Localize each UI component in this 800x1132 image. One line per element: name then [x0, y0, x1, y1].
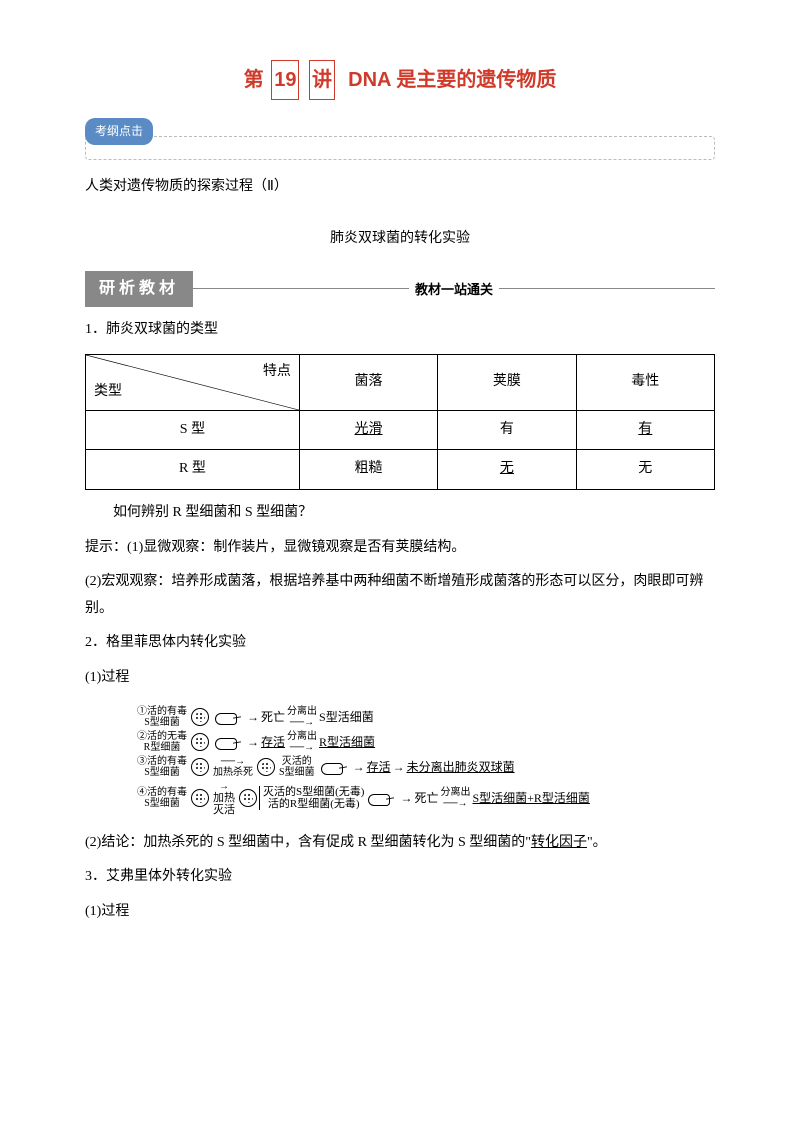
bacteria-icon — [191, 758, 209, 776]
cell: 无 — [576, 450, 714, 490]
table-h-trait: 特点 — [263, 359, 291, 386]
d-text: 灭活的 — [282, 756, 312, 767]
d-text: R型活细菌 — [319, 733, 375, 751]
mouse-icon — [213, 709, 243, 725]
table-col-2: 毒性 — [576, 354, 714, 410]
conclusion-pre: (2)结论：加热杀死的 S 型细菌中，含有促成 R 型细菌转化为 S 型细菌的" — [85, 835, 531, 850]
answer-1a: 提示：(1)显微观察：制作装片，显微镜观察是否有荚膜结构。 — [85, 535, 715, 562]
d-text: S型细菌 — [279, 767, 315, 778]
bacteria-icon — [257, 758, 275, 776]
mouse-icon — [213, 734, 243, 750]
title-text: DNA 是主要的遗传物质 — [348, 69, 556, 91]
bacteria-table: 类型 特点 菌落 荚膜 毒性 S 型 光滑 有 有 R 型 粗糙 无 无 — [85, 354, 715, 490]
answer-1b: (2)宏观观察：培养形成菌落，根据培养基中两种细菌不断增殖形成菌落的形态可以区分… — [85, 569, 715, 622]
row-type: S 型 — [86, 410, 300, 450]
table-row: S 型 光滑 有 有 — [86, 410, 715, 450]
outline-tag: 考纲点击 — [85, 118, 153, 145]
d-label: ③活的有毒 — [137, 756, 187, 767]
section-header-mid: 教材一站通关 — [409, 278, 499, 303]
arrow-icon: → — [393, 758, 405, 776]
bacteria-icon — [191, 733, 209, 751]
bacteria-icon — [239, 789, 257, 807]
table-row: R 型 粗糙 无 无 — [86, 450, 715, 490]
d-label: ①活的有毒 — [137, 706, 187, 717]
section-1: 1．肺炎双球菌的类型 — [85, 317, 715, 344]
page-title: 第 19 讲 DNA 是主要的遗传物质 — [85, 60, 715, 100]
mix-brace: 灭活的S型细菌(无毒) 活的R型细菌(无毒) — [259, 786, 364, 810]
d-text: 灭活 — [213, 804, 235, 816]
tag-row: 考纲点击 — [85, 118, 715, 146]
bacteria-icon — [191, 708, 209, 726]
d-label: S型细菌 — [144, 767, 180, 778]
cell-val: 光滑 — [355, 422, 383, 437]
experiment-diagram: ①活的有毒S型细菌 → 死亡 分离出──→ S型活细菌 ②活的无毒R型细菌 → … — [135, 706, 715, 816]
outline-text: 人类对遗传物质的探索过程（Ⅱ） — [85, 174, 715, 201]
d-label: R型细菌 — [144, 742, 181, 753]
arrow-icon: → — [400, 789, 412, 807]
d-text: 灭活的S型细菌(无毒) — [263, 786, 364, 798]
bacteria-icon — [191, 789, 209, 807]
d-text: 加热 — [213, 792, 235, 804]
cell-val: 无 — [500, 461, 514, 476]
d-label: ②活的无毒 — [137, 731, 187, 742]
section-header-left: 研析教材 — [85, 271, 193, 307]
table-corner: 类型 特点 — [86, 354, 300, 410]
section-2b: (2)结论：加热杀死的 S 型细菌中，含有促成 R 型细菌转化为 S 型细菌的"… — [85, 830, 715, 857]
title-mid: 讲 — [309, 60, 335, 100]
d-label: S型细菌 — [144, 717, 180, 728]
arrow-icon: → — [247, 733, 259, 751]
diagram-row-2: ②活的无毒R型细菌 → 存活 分离出──→ R型活细菌 — [135, 731, 715, 753]
section-2a: (1)过程 — [85, 665, 715, 692]
section-header: 研析教材 教材一站通关 — [85, 271, 715, 307]
arrow-icon: → — [247, 708, 259, 726]
d-text: 活的R型细菌(无毒) — [268, 798, 360, 810]
d-text: 存活 — [261, 733, 285, 751]
conclusion-underline: 转化因子 — [531, 835, 587, 850]
diagram-row-1: ①活的有毒S型细菌 → 死亡 分离出──→ S型活细菌 — [135, 706, 715, 728]
row-type: R 型 — [86, 450, 300, 490]
d-label: S型细菌 — [144, 798, 180, 809]
mouse-icon — [366, 790, 396, 806]
section-header-line: 教材一站通关 — [193, 288, 715, 289]
conclusion-post: "。 — [587, 835, 607, 850]
cell: 光滑 — [299, 410, 437, 450]
title-prefix: 第 — [244, 69, 264, 91]
table-col-1: 荚膜 — [438, 354, 576, 410]
d-text: 分离出 — [287, 731, 317, 742]
d-text: 存活 — [367, 758, 391, 776]
title-number: 19 — [271, 60, 299, 100]
arrow-icon: → — [353, 758, 365, 776]
section-3: 3．艾弗里体外转化实验 — [85, 864, 715, 891]
d-text: 分离出 — [287, 706, 317, 717]
table-h-type: 类型 — [94, 379, 122, 406]
question-1: 如何辨别 R 型细菌和 S 型细菌？ — [85, 500, 715, 527]
mouse-icon — [319, 759, 349, 775]
diagram-row-3: ③活的有毒S型细菌 ──→加热杀死 灭活的S型细菌 → 存活 → 未分离出肺炎双… — [135, 756, 715, 778]
d-text: 加热杀死 — [213, 767, 253, 778]
cell: 粗糙 — [299, 450, 437, 490]
d-text: 死亡 — [414, 789, 438, 807]
d-label: ④活的有毒 — [137, 787, 187, 798]
d-text: 死亡 — [261, 708, 285, 726]
cell: 有 — [576, 410, 714, 450]
d-text: S型活细菌 — [319, 708, 374, 726]
section-3a: (1)过程 — [85, 899, 715, 926]
diagram-row-4: ④活的有毒S型细菌 →加热灭活 灭活的S型细菌(无毒) 活的R型细菌(无毒) →… — [135, 781, 715, 816]
cell: 无 — [438, 450, 576, 490]
section-2: 2．格里菲思体内转化实验 — [85, 630, 715, 657]
cell: 有 — [438, 410, 576, 450]
d-text: 分离出 — [440, 787, 470, 798]
d-text: S型活细菌+R型活细菌 — [472, 789, 589, 807]
table-col-0: 菌落 — [299, 354, 437, 410]
cell-val: 有 — [638, 422, 652, 437]
experiment-title: 肺炎双球菌的转化实验 — [85, 226, 715, 253]
d-text: 未分离出肺炎双球菌 — [407, 758, 515, 776]
